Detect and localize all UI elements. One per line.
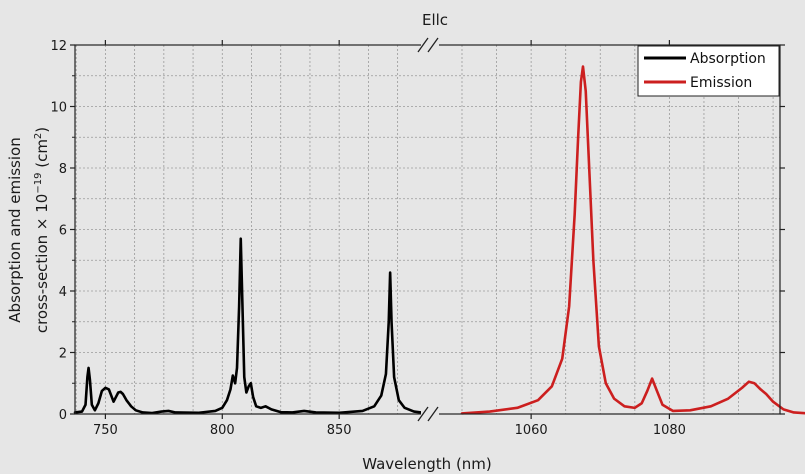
- break-slash-bottom-2: [427, 406, 439, 422]
- y-axis-label-line2: cross-section × 10−19 (cm2): [33, 127, 51, 333]
- x-tick-label: 850: [327, 423, 352, 438]
- break-slash-top-2: [427, 37, 439, 53]
- legend: Absorption Emission: [637, 45, 780, 97]
- axes: 0 2 4 6 8 10 12 750 800 850 1060 1080: [50, 39, 785, 438]
- x-tick-label: 1060: [515, 423, 548, 438]
- x-tick-label: 1080: [653, 423, 686, 438]
- y-tick-label: 10: [50, 101, 67, 116]
- y-axis-label: Absorption and emission: [6, 137, 24, 322]
- y-tick-label: 6: [59, 224, 67, 239]
- y-tick-label: 4: [59, 285, 67, 300]
- break-slash-top-1: [417, 37, 429, 53]
- y-label-unit-exp: 2: [33, 133, 44, 139]
- series-line-emission: [460, 65, 805, 415]
- axis-break-markers: [417, 37, 439, 422]
- x-tick-label: 800: [210, 423, 235, 438]
- series-line-absorption: [73, 237, 423, 415]
- y-axis-label-line1: Absorption and emission: [6, 137, 24, 322]
- legend-box: [637, 45, 780, 97]
- break-slash-bottom-1: [417, 406, 429, 422]
- y-tick-label: 0: [59, 408, 67, 423]
- x-tick-label: 750: [93, 423, 118, 438]
- axis-break-gap-top: [421, 40, 439, 50]
- series-layer: [73, 65, 805, 415]
- y-label-suffix: ): [33, 127, 51, 133]
- y-tick-label: 12: [50, 39, 67, 54]
- y-tick-label: 2: [59, 347, 67, 362]
- y-label-unit-prefix: (cm: [33, 139, 51, 172]
- legend-label-absorption: Absorption: [690, 51, 766, 67]
- x-axis-label: Wavelength (nm): [362, 455, 492, 473]
- legend-label-emission: Emission: [690, 75, 752, 91]
- y-label-exp: −19: [33, 173, 44, 194]
- grid-lines: [75, 45, 780, 414]
- y-axis-label-2: cross-section × 10−19 (cm2): [33, 127, 51, 333]
- y-tick-label: 8: [59, 162, 67, 177]
- chart-title: Ellc: [422, 11, 448, 29]
- y-label-prefix: cross-section × 10: [33, 194, 51, 334]
